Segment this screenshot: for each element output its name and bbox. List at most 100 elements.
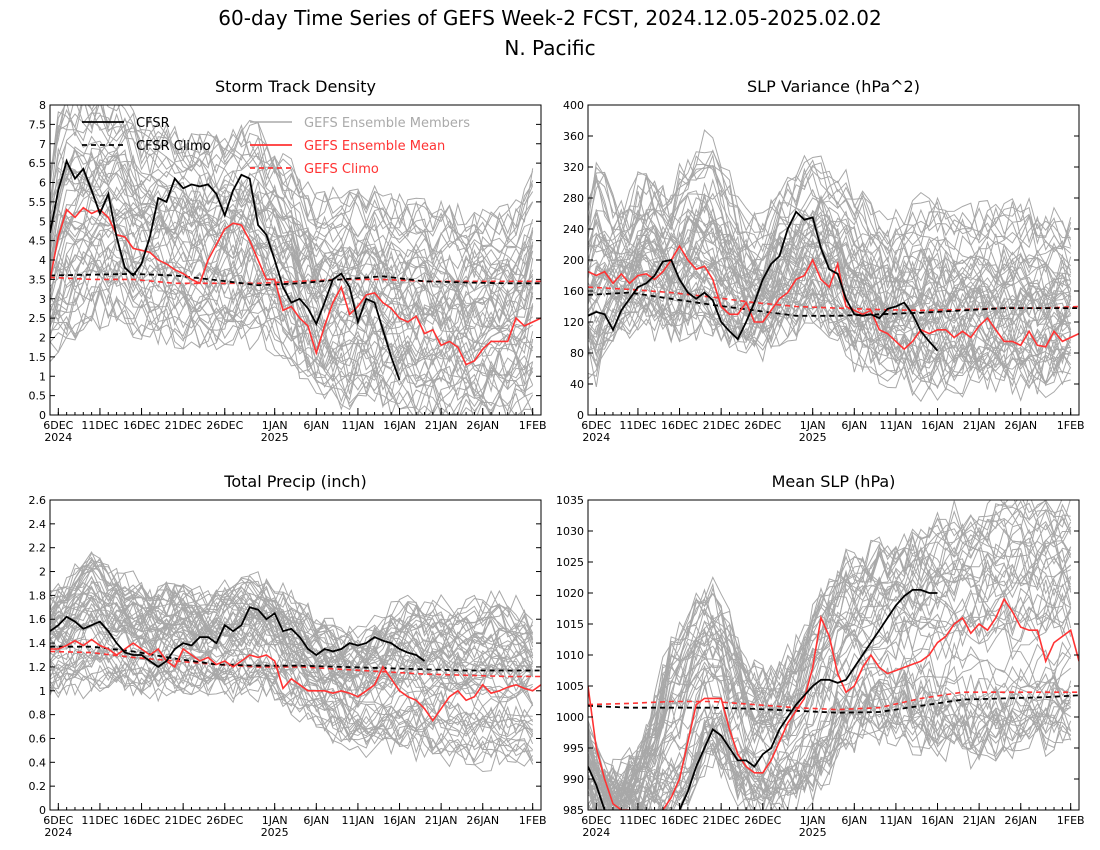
x-tick-label: 26JAN [1004, 419, 1037, 432]
ensemble-member-line [50, 595, 534, 694]
y-tick-label: 160 [563, 285, 584, 298]
ensemble-member-line [50, 170, 534, 312]
x-tick-label: 6JAN [303, 814, 329, 827]
y-tick-label: 280 [563, 192, 584, 205]
ensemble-member-line [50, 129, 534, 267]
ensemble-member-line [588, 500, 1072, 787]
figure-subtitle: N. Pacific [504, 36, 595, 60]
ensemble-member-line [588, 200, 1071, 298]
ensemble-members [50, 105, 534, 415]
ensemble-member-line [588, 672, 1071, 810]
ensemble-member-line [50, 640, 533, 732]
ensemble-member-line [50, 565, 533, 661]
y-tick-label: 1 [39, 685, 46, 698]
x-tick-label: 26DEC [206, 814, 243, 827]
ensemble-member-line [50, 292, 534, 415]
x-tick-label: 1JAN [800, 814, 826, 827]
ensemble-member-line [50, 252, 533, 377]
ensemble-member-line [588, 577, 1072, 801]
x-tick-year-label: 2024 [44, 431, 72, 444]
ensemble-member-line [50, 286, 534, 415]
ensemble-member-line [588, 646, 1072, 806]
ensemble-member-line [50, 123, 533, 273]
x-tick-label: 21DEC [703, 814, 740, 827]
x-tick-label: 1FEB [1057, 419, 1085, 432]
ensemble-member-line [50, 147, 534, 283]
y-tick-label: 360 [563, 130, 584, 143]
ensemble-member-line [50, 216, 534, 341]
legend: CFSR CFSR Climo GEFS Ensemble Members GEFS … [82, 116, 470, 177]
x-tick-label: 11DEC [81, 814, 118, 827]
x-tick-label: 1JAN [262, 419, 288, 432]
ensemble-member-line [50, 581, 533, 667]
x-tick-year-label: 2025 [799, 826, 827, 839]
gefs-climo-line [50, 650, 541, 678]
y-tick-label: 4 [39, 254, 46, 267]
panel-title: Total Precip (inch) [223, 472, 366, 491]
ensemble-member-line [588, 181, 1072, 289]
ensemble-member-line [588, 552, 1072, 797]
legend-label: CFSR [136, 116, 170, 131]
ensemble-member-line [50, 201, 534, 330]
ensemble-member-line [588, 244, 1072, 333]
ensemble-member-line [50, 105, 534, 243]
cfsr-line [588, 210, 939, 352]
y-tick-label: 400 [563, 99, 584, 112]
ensemble-members [588, 500, 1072, 810]
x-tick-label: 21JAN [425, 419, 458, 432]
x-tick-label: 11JAN [342, 814, 375, 827]
ensemble-member-line [588, 252, 1072, 347]
ensemble-member-line [588, 153, 1072, 263]
ensemble-member-line [588, 129, 1071, 239]
ensemble-member-line [588, 680, 1072, 810]
ensemble-member-line [50, 668, 534, 763]
ensemble-member-line [588, 705, 1072, 810]
gefs-ensemble-mean-line [50, 638, 541, 722]
ensemble-member-line [588, 291, 1071, 388]
ensemble-member-line [588, 510, 1072, 797]
ensemble-member-line [588, 518, 1071, 796]
plot-area [588, 500, 1079, 810]
y-tick-label: 0.6 [29, 732, 47, 745]
gefs-ensemble-mean-line [50, 206, 541, 366]
x-tick-label: 6DEC [43, 814, 73, 827]
ensemble-member-line [588, 232, 1072, 324]
y-tick-label: 40 [570, 378, 584, 391]
plot-frame [49, 499, 542, 811]
ensemble-member-line [588, 289, 1071, 387]
y-tick-label: 7.5 [29, 118, 47, 131]
y-tick-label: 0 [39, 409, 46, 422]
x-tick-label: 11DEC [619, 419, 656, 432]
x-tick-year-label: 2024 [582, 826, 610, 839]
y-tick-label: 990 [563, 773, 584, 786]
y-tick-label: 995 [563, 742, 584, 755]
x-tick-label: 11DEC [81, 419, 118, 432]
ensemble-member-line [50, 645, 534, 743]
x-tick-label: 11JAN [342, 419, 375, 432]
ensemble-member-line [588, 276, 1072, 371]
y-tick-label: 4.5 [29, 235, 47, 248]
ensemble-member-line [50, 647, 533, 737]
ensemble-member-line [588, 300, 1072, 393]
x-tick-label: 21JAN [963, 419, 996, 432]
chart-panel-4: Mean SLP (hPa) 985 990 995 1000 1005 1010 1015 1… [556, 472, 1085, 839]
ensemble-member-line [588, 546, 1072, 786]
y-tick-label: 320 [563, 161, 584, 174]
x-tick-label: 11JAN [880, 814, 913, 827]
y-tick-label: 2.6 [29, 494, 47, 507]
plot-area [50, 105, 541, 415]
y-tick-label: 0.4 [29, 756, 47, 769]
ensemble-member-line [50, 649, 533, 737]
ensemble-member-line [50, 626, 534, 713]
ensemble-member-line [588, 578, 1072, 810]
ensemble-member-line [588, 717, 1072, 810]
x-tick-label: 21JAN [425, 814, 458, 827]
ensemble-member-line [588, 166, 1072, 273]
ensemble-member-line [50, 212, 534, 330]
y-tick-label: 1.8 [29, 589, 47, 602]
y-tick-label: 2.5 [29, 312, 47, 325]
cfsr-climo-line [588, 694, 1079, 714]
x-tick-label: 21DEC [165, 814, 202, 827]
ensemble-member-line [50, 567, 534, 667]
y-tick-label: 1.5 [29, 351, 47, 364]
